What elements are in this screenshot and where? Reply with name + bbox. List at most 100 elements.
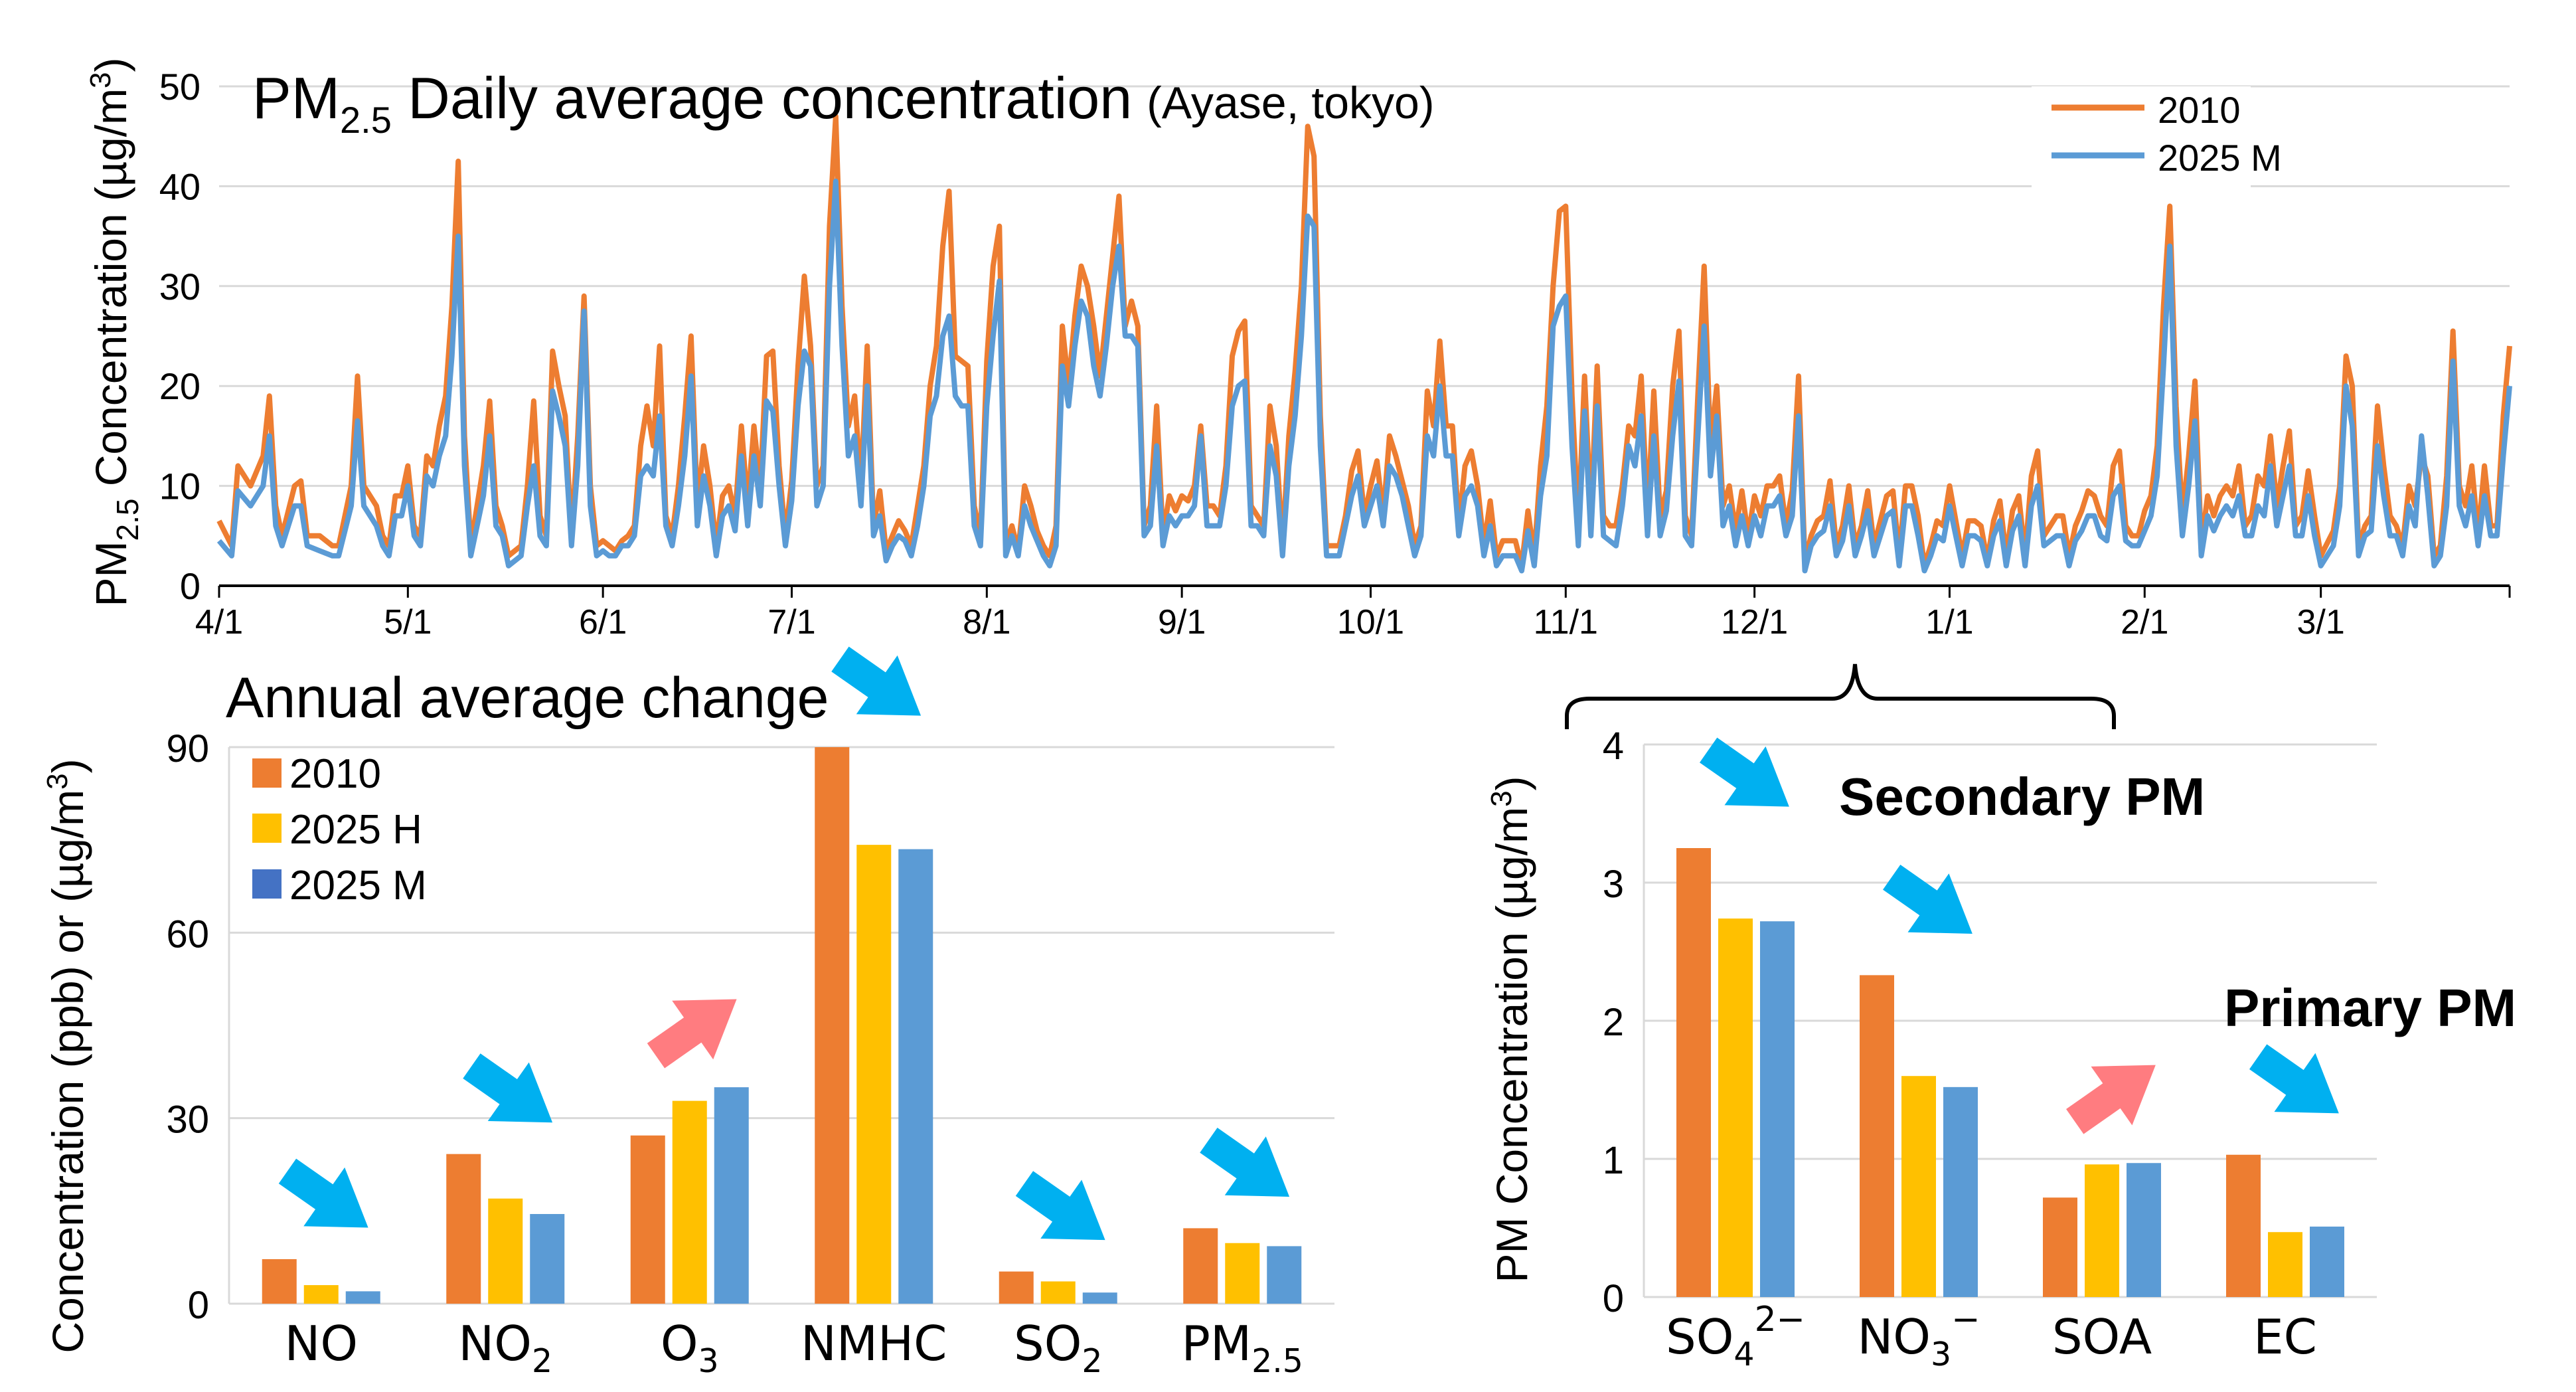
- bar-2025m-0: [345, 1291, 380, 1304]
- bar-2010-2: [2043, 1197, 2077, 1297]
- series-line-2025m: [216, 178, 2512, 574]
- series-line-2010: [216, 114, 2512, 568]
- bar-2025h-2: [2085, 1164, 2119, 1297]
- x-tick-label: 11/1: [1534, 603, 1598, 642]
- bar-2010-4: [999, 1271, 1034, 1304]
- y-tick-label: 20: [159, 365, 201, 407]
- trend-arrow-down-icon: [1883, 864, 1972, 934]
- bar-2010-2: [630, 1135, 665, 1304]
- y-tick-label: 90: [166, 727, 209, 770]
- legend-label-2010: 2010: [289, 751, 381, 797]
- x-tick-label: 5/1: [384, 603, 432, 642]
- x-tick-label: 10/1: [1337, 603, 1404, 642]
- y-tick-label: 30: [159, 266, 201, 307]
- trend-arrow-down-icon: [1700, 737, 1789, 807]
- annual-chart-title: Annual average change: [226, 666, 829, 730]
- bar-2010-5: [1183, 1228, 1218, 1304]
- daily-pm25-line-chart: 0 10 20 30 40 50 4/1 5/1 6/1 7/1 8/1 9/1 10/1 11/1 12…: [84, 57, 2512, 642]
- bar-2025h-0: [1718, 918, 1753, 1297]
- x-tick-label: 4/1: [195, 603, 243, 642]
- y-tick-label: 50: [159, 66, 201, 108]
- y-tick-label: 1: [1603, 1139, 1624, 1182]
- category-label: NO2: [458, 1316, 552, 1380]
- bar-2025h-5: [1225, 1243, 1260, 1304]
- category-label: PM2.5: [1182, 1316, 1303, 1380]
- y-tick-label: 0: [188, 1284, 209, 1327]
- y-tick-label: 0: [1603, 1277, 1624, 1320]
- daily-chart-title: PM2.5 Daily average concentration (Ayase,…: [252, 65, 1435, 141]
- annual-chart-y-axis-label: Concentration (ppb) or (µg/m3): [41, 758, 92, 1353]
- annual-chart-legend: 2010 2025 H 2025 M: [252, 751, 427, 909]
- daily-chart-y-axis-label: PM2.5 Concentration (µg/m3): [84, 57, 145, 606]
- pm-chart-y-axis-label: PM Concentration (µg/m3): [1485, 776, 1536, 1282]
- trend-arrow-down-icon: [278, 1158, 368, 1228]
- y-tick-label: 10: [159, 466, 201, 507]
- bar-2025h-0: [303, 1285, 339, 1304]
- x-tick-label: 9/1: [1158, 603, 1206, 642]
- y-tick-label: 30: [166, 1098, 209, 1142]
- bar-2025m-3: [898, 849, 933, 1304]
- category-label: NO: [284, 1316, 358, 1371]
- category-label: O3: [661, 1316, 719, 1380]
- trend-arrow-down-icon: [1200, 1128, 1290, 1197]
- x-tick-label: 7/1: [767, 603, 815, 642]
- legend-swatch-2025m: [252, 869, 282, 899]
- bar-2025h-4: [1040, 1281, 1076, 1304]
- bar-2025h-3: [2268, 1232, 2302, 1297]
- legend-swatch-2010: [252, 758, 282, 788]
- bar-2010-0: [1676, 848, 1711, 1297]
- bar-2010-0: [262, 1259, 297, 1304]
- legend-swatch-2025h: [252, 814, 282, 843]
- category-label: EC: [2253, 1309, 2317, 1365]
- bar-2010-3: [2226, 1154, 2261, 1297]
- bar-2025m-2: [714, 1087, 749, 1304]
- bar-2025m-1: [530, 1213, 565, 1304]
- y-tick-label: 3: [1603, 863, 1624, 906]
- x-tick-label: 8/1: [963, 603, 1010, 642]
- bar-2025m-5: [1267, 1246, 1302, 1304]
- bar-2025m-3: [2310, 1226, 2344, 1297]
- trend-arrow-up-icon: [2066, 1065, 2156, 1134]
- legend-label-2025m: 2025 M: [289, 863, 427, 909]
- bar-2025h-2: [672, 1100, 707, 1304]
- bar-2025m-0: [1760, 921, 1795, 1297]
- trend-arrow-down-icon: [831, 646, 922, 716]
- category-label: NO3−: [1857, 1300, 1980, 1373]
- trend-arrow-down-icon: [1015, 1171, 1105, 1241]
- x-tick-label: 12/1: [1721, 603, 1788, 642]
- y-tick-label: 40: [159, 165, 201, 207]
- trend-arrow-down-icon: [463, 1053, 553, 1123]
- trend-arrow-up-icon: [647, 999, 737, 1069]
- bar-2025h-3: [856, 845, 892, 1304]
- category-label: SO2: [1014, 1316, 1103, 1380]
- x-tick-label: 6/1: [579, 603, 627, 642]
- legend-label-2025h: 2025 H: [289, 807, 422, 853]
- category-label: NMHC: [801, 1316, 947, 1371]
- bar-2010-1: [1860, 975, 1894, 1297]
- daily-chart-legend: 2010 2025 M: [2032, 86, 2282, 189]
- primary-pm-annotation: Primary PM: [2224, 978, 2516, 1037]
- bracket-brace: [1565, 663, 2116, 729]
- bar-2025m-4: [1082, 1292, 1117, 1304]
- category-label: SOA: [2052, 1309, 2152, 1365]
- bar-2010-1: [446, 1154, 481, 1304]
- trend-arrow-down-icon: [2249, 1044, 2339, 1114]
- bar-2025m-1: [1943, 1087, 1978, 1297]
- bar-2025m-2: [2127, 1163, 2161, 1297]
- x-tick-label: 1/1: [1925, 603, 1973, 642]
- y-tick-label: 0: [180, 565, 201, 607]
- y-tick-label: 60: [166, 913, 209, 956]
- x-tick-label: 3/1: [2297, 603, 2345, 642]
- y-tick-label: 4: [1603, 725, 1624, 768]
- secondary-pm-annotation: Secondary PM: [1839, 767, 2205, 826]
- x-tick-label: 2/1: [2121, 603, 2168, 642]
- legend-label-2025m: 2025 M: [2158, 137, 2282, 179]
- pm-composition-bar-chart: 0 1 2 3 4 SO42− NO3− SOA EC PM Concentration (µ…: [1485, 725, 2516, 1373]
- legend-label-2010: 2010: [2158, 89, 2241, 131]
- category-label: SO42−: [1666, 1300, 1805, 1373]
- bar-2025h-1: [488, 1198, 523, 1304]
- bar-2010-3: [815, 747, 850, 1304]
- y-tick-label: 2: [1603, 1001, 1624, 1044]
- bar-2025h-1: [1901, 1076, 1936, 1297]
